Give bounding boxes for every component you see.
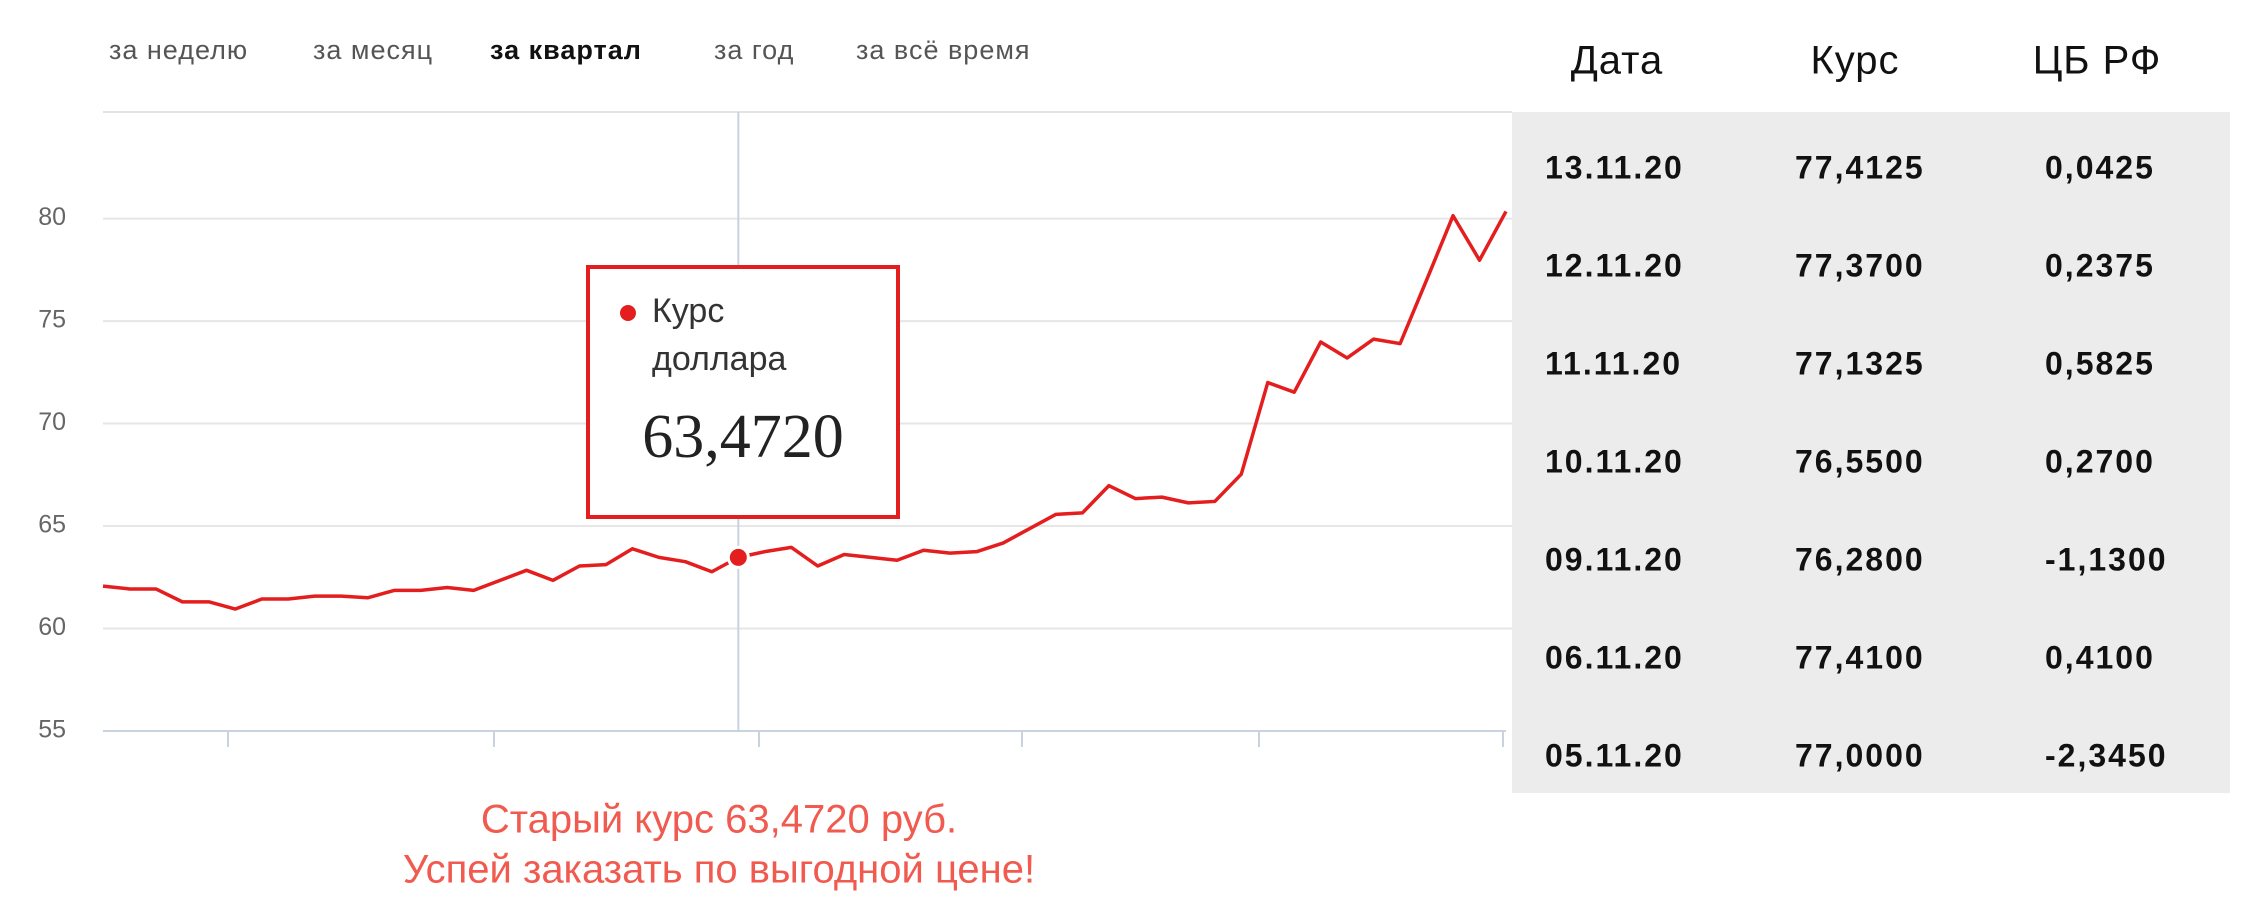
table-cell: 0,2375	[2045, 247, 2155, 283]
table-cell: 11.11.20	[1545, 345, 1682, 381]
table-cell: 77,0000	[1795, 737, 1925, 773]
tab[interactable]: за квартал	[490, 35, 642, 65]
tab[interactable]: за год	[714, 35, 794, 65]
table-cell: 76,2800	[1795, 541, 1925, 577]
table-cell: 05.11.20	[1545, 737, 1684, 773]
table-cell: 10.11.20	[1545, 443, 1684, 479]
table-cell: 77,4100	[1795, 639, 1925, 675]
promo-text: Успей заказать по выгодной цене!	[403, 848, 1035, 892]
table-cell: 0,4100	[2045, 639, 2155, 675]
table-cell: 09.11.20	[1545, 541, 1684, 577]
y-tick-label: 70	[38, 408, 66, 436]
y-tick-label: 55	[38, 716, 66, 744]
table-cell: 12.11.20	[1545, 247, 1684, 283]
table-cell: 06.11.20	[1545, 639, 1684, 675]
y-tick-label: 65	[38, 511, 66, 539]
y-tick-label: 60	[38, 613, 66, 641]
line	[102, 210, 1508, 611]
table-cell: 0,5825	[2045, 345, 2155, 381]
table-header: Дата	[1571, 39, 1664, 83]
table-cell: 0,0425	[2045, 149, 2155, 185]
promo-text: Старый курс 63,4720 руб.	[481, 798, 957, 842]
y-tick-label: 80	[38, 203, 66, 231]
table-cell: 76,5500	[1795, 443, 1925, 479]
y-tick-label: 75	[38, 306, 66, 334]
tab[interactable]: за всё время	[856, 35, 1031, 65]
table-header: Курс	[1810, 39, 1899, 83]
table-cell: 77,3700	[1795, 247, 1925, 283]
highlight-point	[726, 545, 750, 569]
tooltip-box	[586, 265, 900, 519]
tab[interactable]: за неделю	[109, 35, 248, 65]
tooltip-label: Курс доллара	[652, 292, 786, 378]
table-bg	[1512, 112, 2230, 793]
x-ticks	[227, 731, 1504, 747]
table-cell: -2,3450	[2045, 737, 2168, 773]
table-cell: 13.11.20	[1545, 149, 1684, 185]
table-cell: 77,4125	[1795, 149, 1925, 185]
table-header: ЦБ РФ	[2033, 39, 2162, 83]
tooltip-value: 63,4720	[642, 403, 844, 471]
table-cell: 77,1325	[1795, 345, 1925, 381]
tab[interactable]: за месяц	[313, 35, 433, 65]
table-cell: -1,1300	[2045, 541, 2168, 577]
table-cell: 0,2700	[2045, 443, 2155, 479]
tooltip-dot	[620, 305, 636, 321]
